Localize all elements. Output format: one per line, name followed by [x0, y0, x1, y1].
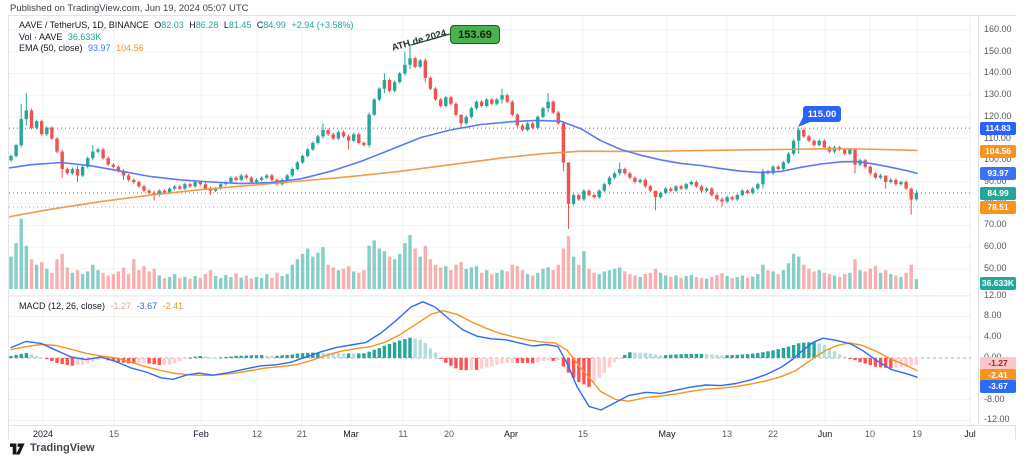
time-tick-label[interactable]: 19: [911, 429, 923, 439]
ath-price-flag[interactable]: 153.69: [450, 25, 500, 44]
time-tick-label[interactable]: 22: [767, 429, 779, 439]
publish-header: Published on TradingView.com, Jun 19, 20…: [10, 3, 249, 14]
time-axis[interactable]: 2024 15 Feb 12 21 Mar 11 20 Apr 15 May 13 22 Jun 10 19 J…: [9, 425, 1015, 441]
ema-slow-value: 104.56: [116, 43, 144, 53]
volume-label: Vol · AAVE: [19, 31, 63, 42]
brand-name[interactable]: TradingView: [30, 442, 95, 454]
high-value: 86.28: [195, 20, 219, 30]
time-tick-label[interactable]: 21: [296, 429, 308, 439]
time-tick-label[interactable]: 15: [577, 429, 589, 439]
macd-signal-value: -2.41: [162, 301, 184, 311]
time-tick-label[interactable]: 15: [108, 429, 120, 439]
ema-label: EMA (50, close): [19, 43, 83, 53]
symbol-legend: AAVE / TetherUS, 1D, BINANCE O82.03 H86.…: [19, 20, 354, 55]
time-tick-label[interactable]: 13: [721, 429, 733, 439]
ema-fast-value: 93.97: [88, 43, 111, 53]
price-badge[interactable]: 104.56: [980, 144, 1016, 158]
price-axis[interactable]: 160.00 150.00 140.00 130.00 120.00 110.00 100.…: [978, 16, 1017, 425]
axis-tick-label: 100.00: [984, 154, 1012, 165]
axis-tick-label: -8.00: [984, 393, 1005, 404]
axis-tick-label: 8.00: [984, 310, 1002, 321]
axis-tick-label: 90.00: [984, 176, 1007, 187]
price-badge[interactable]: -3.67: [980, 379, 1016, 393]
symbol-legend-row: AAVE / TetherUS, 1D, BINANCE O82.03 H86.…: [19, 20, 354, 32]
high-key: H: [189, 20, 196, 30]
axis-tick-label: 110.00: [984, 132, 1011, 143]
price-level-callout[interactable]: 115.00: [803, 106, 841, 122]
low-key: L: [223, 20, 229, 30]
axis-tick-label: 120.00: [984, 110, 1012, 121]
price-chart-canvas[interactable]: [9, 16, 977, 425]
macd-legend-row: MACD (12, 26, close) -1.27 -3.67 -2.41: [19, 301, 183, 313]
time-tick-label[interactable]: 12: [251, 429, 263, 439]
price-badge[interactable]: -1.27: [980, 356, 1016, 370]
price-badge[interactable]: 78.51: [980, 200, 1016, 214]
chart-container: 160.00 150.00 140.00 130.00 120.00 110.00 100.…: [8, 15, 1017, 441]
macd-hist-value: -1.27: [110, 301, 132, 311]
time-tick-label[interactable]: Jul: [964, 429, 976, 439]
low-value: 81.45: [228, 20, 252, 30]
axis-tick-label: 140.00: [984, 67, 1012, 78]
ema-legend-row: EMA (50, close) 93.97 104.56: [19, 43, 354, 55]
time-tick-label[interactable]: Mar: [343, 429, 359, 439]
time-tick-label[interactable]: 2024: [32, 429, 54, 439]
open-value: 82.03: [161, 20, 184, 30]
axis-tick-label: -12.00: [984, 414, 1010, 425]
symbol-title: AAVE / TetherUS, 1D, BINANCE: [19, 20, 149, 30]
time-tick-label[interactable]: 10: [864, 429, 876, 439]
change-value: +2.94 (+3.58%): [291, 20, 354, 30]
axis-tick-label: 130.00: [984, 89, 1012, 100]
price-badge[interactable]: 93.97: [980, 166, 1016, 180]
price-badge[interactable]: -2.41: [980, 368, 1016, 382]
volume-legend-row: Vol · AAVE 36.633K: [19, 32, 354, 44]
macd-line-value: -3.67: [136, 301, 158, 311]
price-badge[interactable]: 84.99: [980, 186, 1016, 200]
time-tick-label[interactable]: 11: [398, 429, 408, 439]
price-badge[interactable]: 36.633K: [980, 276, 1016, 290]
time-tick-label[interactable]: Feb: [193, 429, 209, 439]
axis-tick-label: 4.00: [984, 331, 1002, 342]
close-key: C: [256, 20, 264, 30]
axis-tick-label: 150.00: [984, 45, 1012, 56]
macd-label: MACD (12, 26, close): [19, 301, 106, 311]
close-value: 84.99: [263, 20, 286, 30]
axis-tick-label: 12.00: [984, 289, 1007, 300]
time-tick-label[interactable]: Apr: [503, 429, 519, 439]
time-tick-label[interactable]: May: [658, 429, 676, 439]
axis-tick-label: 160.00: [984, 24, 1012, 34]
footer: TradingView: [10, 441, 95, 455]
price-badge[interactable]: 114.83: [980, 121, 1016, 135]
open-key: O: [154, 20, 162, 30]
macd-legend: MACD (12, 26, close) -1.27 -3.67 -2.41: [19, 301, 183, 313]
axis-tick-label: 70.00: [984, 219, 1007, 230]
tradingview-logo-icon[interactable]: [10, 441, 25, 455]
time-tick-label[interactable]: 20: [443, 429, 455, 439]
volume-value: 36.633K: [67, 31, 102, 42]
time-tick-label[interactable]: Jun: [817, 429, 833, 439]
axis-tick-label: 60.00: [984, 241, 1007, 252]
axis-tick-label: 50.00: [984, 262, 1007, 273]
